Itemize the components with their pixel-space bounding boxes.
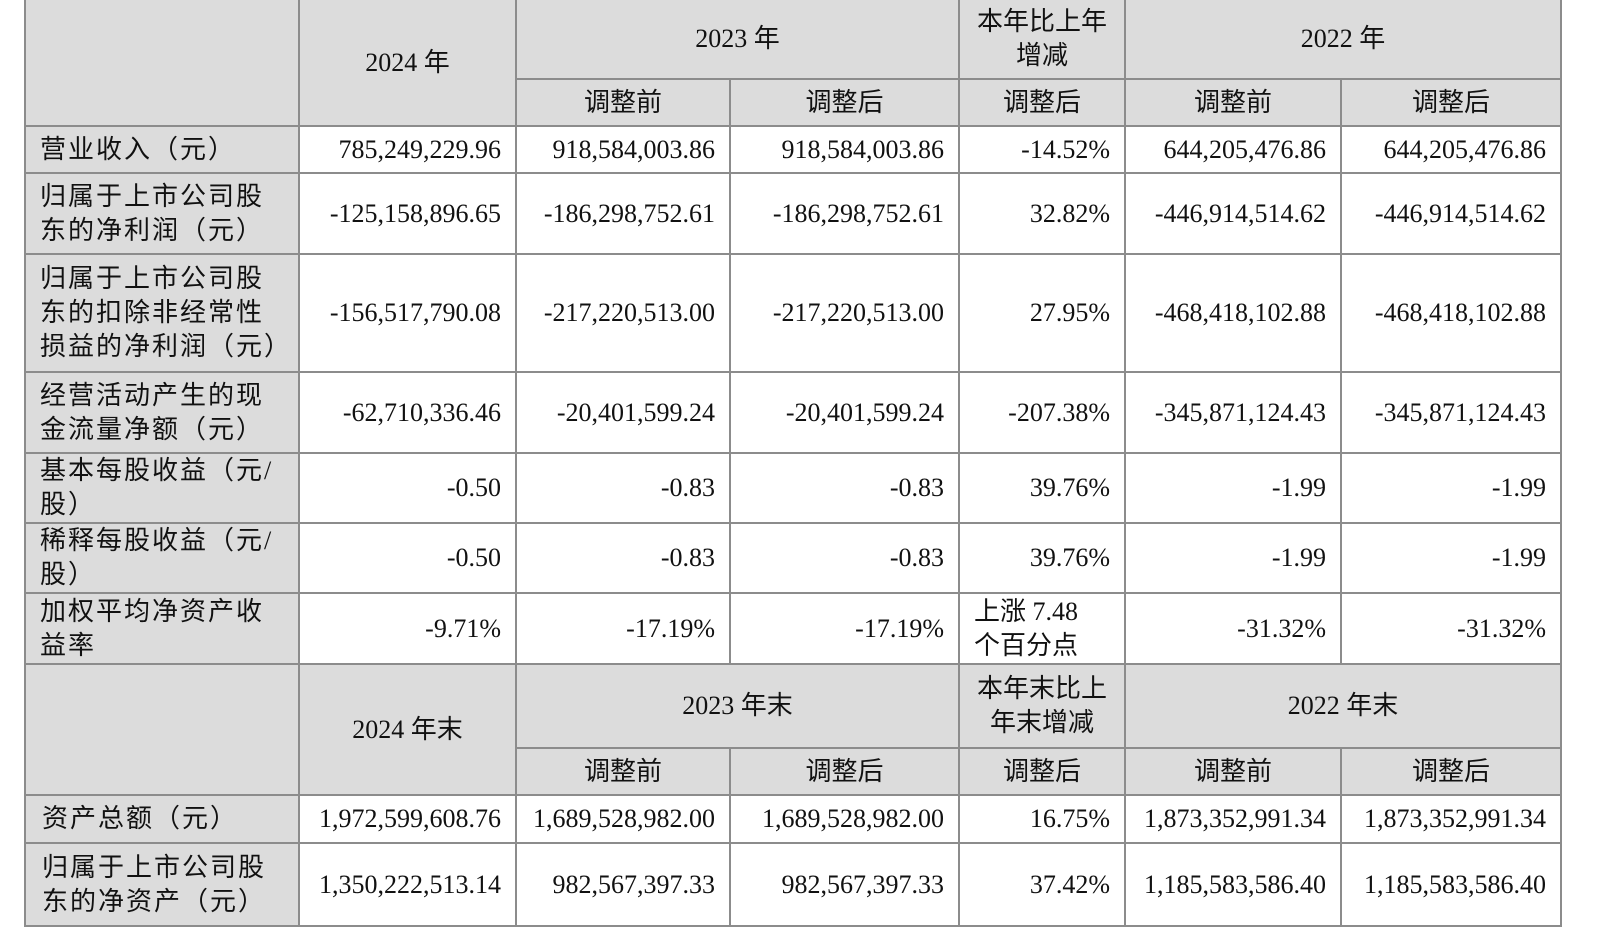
value-2023-before: -186,298,752.61 [515, 172, 731, 255]
row-label: 归属于上市公司股东的净利润（元） [24, 172, 300, 255]
value-change: 39.76% [958, 522, 1126, 594]
value-2022-before: 1,185,583,586.40 [1124, 842, 1342, 927]
income-subheader-row: 调整前 调整后 调整后 调整前 调整后 [25, 78, 1562, 127]
value-change: -14.52% [958, 125, 1126, 174]
subheader-2023-before: 调整前 [515, 747, 731, 796]
value-2022-after: -1.99 [1340, 452, 1562, 524]
value-2024: -9.71% [298, 592, 517, 665]
value-2023-after: -186,298,752.61 [729, 172, 960, 255]
row-label: 经营活动产生的现金流量净额（元） [24, 371, 300, 454]
value-2022-after: -446,914,514.62 [1340, 172, 1562, 255]
table-row-diluted-eps: 稀释每股收益（元/股） -0.50 -0.83 -0.83 39.76% -1.… [24, 522, 1562, 594]
subheader-2023-after: 调整后 [729, 747, 960, 796]
subheader-change-after: 调整后 [958, 78, 1126, 127]
table-row-operating-cash-flow: 经营活动产生的现金流量净额（元） -62,710,336.46 -20,401,… [24, 371, 1562, 454]
value-2023-before: -0.83 [515, 452, 731, 524]
value-2023-before: -217,220,513.00 [515, 253, 731, 373]
subheader-2023-after: 调整后 [729, 78, 960, 127]
header-2022: 2022 年 [1124, 0, 1562, 80]
income-header-row: 2024 年 2023 年 本年比上年增减 2022 年 [24, 0, 1562, 127]
value-2023-after: -217,220,513.00 [729, 253, 960, 373]
header-change-end: 本年末比上年末增减 [958, 663, 1126, 749]
value-change: 37.42% [958, 842, 1126, 927]
value-change: 32.82% [958, 172, 1126, 255]
value-2023-before: -0.83 [515, 522, 731, 594]
row-label: 营业收入（元） [24, 125, 300, 174]
financial-summary-table: 2024 年 2023 年 本年比上年增减 2022 年 调整前 调整后 调整后… [24, 0, 1562, 927]
value-2023-after: -0.83 [729, 522, 960, 594]
value-2022-after: 1,873,352,991.34 [1340, 794, 1562, 844]
row-label: 稀释每股收益（元/股） [24, 522, 300, 594]
value-2022-before: 1,873,352,991.34 [1124, 794, 1342, 844]
row-label: 归属于上市公司股东的净资产（元） [24, 842, 300, 927]
value-2022-before: 644,205,476.86 [1124, 125, 1342, 174]
value-2024: -62,710,336.46 [298, 371, 517, 454]
subheader-change-after: 调整后 [958, 747, 1126, 796]
table-row-total-assets: 资产总额（元） 1,972,599,608.76 1,689,528,982.0… [24, 794, 1562, 844]
subheader-2023-before: 调整前 [515, 78, 731, 127]
value-2024: -156,517,790.08 [298, 253, 517, 373]
value-change: 27.95% [958, 253, 1126, 373]
subheader-2022-before: 调整前 [1124, 747, 1342, 796]
value-2022-after: -468,418,102.88 [1340, 253, 1562, 373]
value-2022-before: -1.99 [1124, 522, 1342, 594]
value-2024: 1,972,599,608.76 [298, 794, 517, 844]
value-2023-before: -20,401,599.24 [515, 371, 731, 454]
corner-cell [24, 0, 300, 127]
table-row-weighted-roe: 加权平均净资产收益率 -9.71% -17.19% -17.19% 上涨 7.4… [24, 592, 1562, 665]
value-2024: -0.50 [298, 452, 517, 524]
table-row-net-profit-excl-nonrecurring: 归属于上市公司股东的扣除非经常性损益的净利润（元） -156,517,790.0… [24, 253, 1562, 373]
value-2022-after: -1.99 [1340, 522, 1562, 594]
row-label: 资产总额（元） [24, 794, 300, 844]
value-2022-before: -468,418,102.88 [1124, 253, 1342, 373]
table-row-net-assets: 归属于上市公司股东的净资产（元） 1,350,222,513.14 982,56… [24, 842, 1562, 927]
value-2022-before: -1.99 [1124, 452, 1342, 524]
table-row-revenue: 营业收入（元） 785,249,229.96 918,584,003.86 91… [24, 125, 1562, 174]
value-2022-after: 1,185,583,586.40 [1340, 842, 1562, 927]
balance-header-row: 2024 年末 2023 年末 本年末比上年末增减 2022 年末 [24, 663, 1562, 796]
value-2022-after: -31.32% [1340, 592, 1562, 665]
value-change: -207.38% [958, 371, 1126, 454]
value-change: 16.75% [958, 794, 1126, 844]
subheader-2022-after: 调整后 [1340, 78, 1562, 127]
header-2024: 2024 年 [298, 0, 517, 127]
value-2022-after: 644,205,476.86 [1340, 125, 1562, 174]
value-2023-after: -20,401,599.24 [729, 371, 960, 454]
value-2023-after: 1,689,528,982.00 [729, 794, 960, 844]
value-2024: 785,249,229.96 [298, 125, 517, 174]
value-2024: 1,350,222,513.14 [298, 842, 517, 927]
value-change: 上涨 7.48 个百分点 [958, 592, 1126, 665]
header-2022-end: 2022 年末 [1124, 663, 1562, 749]
value-2023-after: -17.19% [729, 592, 960, 665]
subheader-2022-before: 调整前 [1124, 78, 1342, 127]
header-change: 本年比上年增减 [958, 0, 1126, 80]
row-label: 归属于上市公司股东的扣除非经常性损益的净利润（元） [24, 253, 300, 373]
value-2023-after: 918,584,003.86 [729, 125, 960, 174]
header-2024-end: 2024 年末 [298, 663, 517, 796]
value-2022-before: -31.32% [1124, 592, 1342, 665]
value-2023-after: 982,567,397.33 [729, 842, 960, 927]
row-label: 加权平均净资产收益率 [24, 592, 300, 665]
value-2023-before: -17.19% [515, 592, 731, 665]
table-row-net-profit: 归属于上市公司股东的净利润（元） -125,158,896.65 -186,29… [24, 172, 1562, 255]
value-2023-before: 918,584,003.86 [515, 125, 731, 174]
value-change: 39.76% [958, 452, 1126, 524]
row-label: 基本每股收益（元/股） [24, 452, 300, 524]
corner-cell [24, 663, 300, 796]
value-2023-before: 982,567,397.33 [515, 842, 731, 927]
header-2023: 2023 年 [515, 0, 960, 80]
value-2022-before: -345,871,124.43 [1124, 371, 1342, 454]
balance-subheader-row: 调整前 调整后 调整后 调整前 调整后 [25, 747, 1562, 796]
header-2023-end: 2023 年末 [515, 663, 960, 749]
value-2023-before: 1,689,528,982.00 [515, 794, 731, 844]
value-2022-after: -345,871,124.43 [1340, 371, 1562, 454]
value-2024: -125,158,896.65 [298, 172, 517, 255]
table-row-basic-eps: 基本每股收益（元/股） -0.50 -0.83 -0.83 39.76% -1.… [24, 452, 1562, 524]
subheader-2022-after: 调整后 [1340, 747, 1562, 796]
value-2023-after: -0.83 [729, 452, 960, 524]
value-2022-before: -446,914,514.62 [1124, 172, 1342, 255]
value-2024: -0.50 [298, 522, 517, 594]
